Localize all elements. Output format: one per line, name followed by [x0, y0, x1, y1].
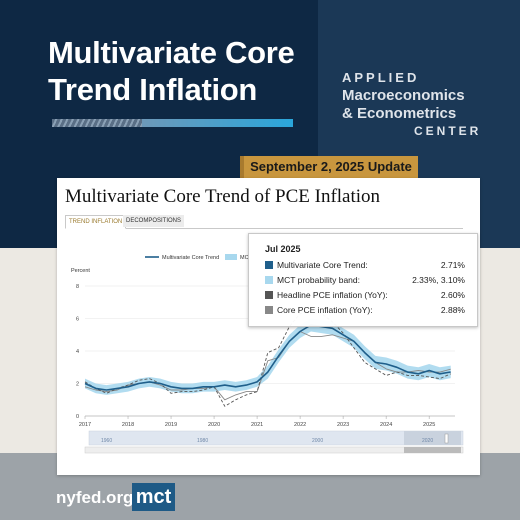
tooltip-row-headline: Headline PCE inflation (YoY): 2.60%: [265, 290, 465, 302]
update-badge: September 2, 2025 Update: [240, 156, 418, 178]
tooltip-value: 2.60%: [440, 290, 465, 300]
x-tick-label: 2023: [337, 422, 349, 428]
chart-tabs: TREND INFLATION DECOMPOSITIONS: [65, 215, 463, 229]
tab-trend-inflation[interactable]: TREND INFLATION: [65, 215, 127, 229]
core-swatch-icon: [265, 306, 273, 314]
page-title: Multivariate Core Trend Inflation: [48, 35, 295, 107]
headline-pce-line: [84, 309, 451, 407]
footer-url[interactable]: nyfed.org/: [56, 488, 139, 507]
tooltip-row-trend: Multivariate Core Trend: 2.71%: [265, 260, 465, 272]
tooltip-date: Jul 2025: [265, 244, 301, 254]
tooltip-label: Core PCE inflation (YoY):: [277, 305, 373, 315]
tooltip-value: 2.71%: [440, 260, 465, 270]
tab-decompositions[interactable]: DECOMPOSITIONS: [123, 215, 185, 227]
tooltip-label: MCT probability band:: [277, 275, 360, 285]
trend-swatch-icon: [265, 261, 273, 269]
line-chart[interactable]: 0 2 4 6 8 Percent 2017 2018 2019 2020 2021 2022 2023…: [57, 178, 480, 475]
chart-title: Multivariate Core Trend of PCE Inflation: [65, 186, 381, 207]
tooltip-row-core: Core PCE inflation (YoY): 2.88%: [265, 305, 465, 317]
x-tick-label: 2021: [251, 422, 263, 428]
tooltip-value: 2.33%, 3.10%: [412, 275, 465, 285]
x-tick-label: 2022: [294, 422, 306, 428]
legend-label-band: MC: [240, 255, 249, 261]
y-tick-label: 6: [76, 317, 79, 323]
y-tick-label: 4: [76, 349, 79, 355]
center-name-line2: Macroeconomics: [342, 87, 465, 104]
chart-tooltip: Jul 2025 Multivariate Core Trend: 2.71% …: [248, 233, 478, 327]
center-name-line1: APPLIED: [342, 70, 420, 85]
x-tick-label: 2019: [165, 422, 177, 428]
y-tick-label: 8: [76, 284, 79, 290]
tooltip-label: Multivariate Core Trend:: [277, 260, 368, 270]
footer-mct-badge[interactable]: mct: [132, 483, 175, 511]
headline-swatch-icon: [265, 291, 273, 299]
center-name-line3: & Econometrics: [342, 105, 457, 122]
scrollbar-thumb: [404, 447, 461, 453]
navigator-scrollbar: [84, 446, 464, 454]
legend-band-swatch: [225, 254, 237, 260]
navigator-label: 2000: [312, 438, 323, 444]
tooltip-row-band: MCT probability band: 2.33%, 3.10%: [265, 275, 465, 287]
x-tick-label: 2020: [208, 422, 220, 428]
tooltip-value: 2.88%: [440, 305, 465, 315]
y-tick-label: 0: [76, 414, 79, 420]
navigator-handle: [444, 433, 449, 444]
band-swatch-icon: [265, 276, 273, 284]
title-rule: [52, 119, 293, 127]
y-tick-label: 2: [76, 382, 79, 388]
center-name-line4: CENTER: [414, 124, 482, 138]
range-navigator: [88, 430, 464, 446]
x-tick-label: 2024: [380, 422, 392, 428]
navigator-label: 1980: [197, 438, 208, 444]
x-tick-label: 2025: [423, 422, 435, 428]
navigator-label: 2020: [422, 438, 433, 444]
x-tick-label: 2017: [79, 422, 91, 428]
mct-trend-line: [84, 324, 451, 391]
x-tick-label: 2018: [122, 422, 134, 428]
navigator-label: 1960: [101, 438, 112, 444]
legend-label-trend: Multivariate Core Trend: [162, 255, 219, 261]
y-axis-title: Percent: [71, 268, 90, 274]
tooltip-label: Headline PCE inflation (YoY):: [277, 290, 388, 300]
